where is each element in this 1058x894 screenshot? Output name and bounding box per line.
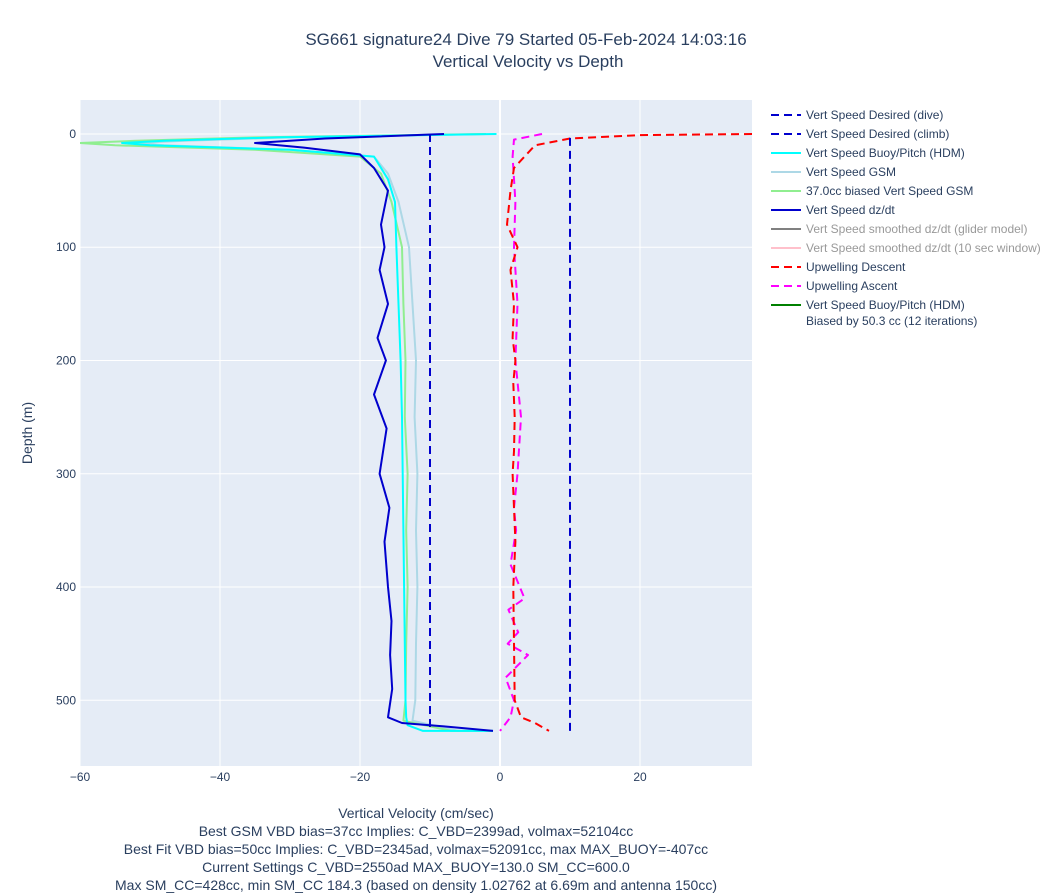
legend-label: Vert Speed Buoy/Pitch (HDM) <box>806 146 965 160</box>
legend-item[interactable]: Vert Speed Desired (dive) <box>771 108 943 122</box>
legend-label: Vert Speed smoothed dz/dt (10 sec window… <box>806 241 1041 255</box>
legend-item[interactable]: Upwelling Ascent <box>771 279 898 293</box>
x-axis-ticks: −60 −40 −20 0 20 <box>70 770 647 784</box>
footer-line-1: Best GSM VBD bias=37cc Implies: C_VBD=23… <box>199 823 634 839</box>
series-line-vert-speed-dz-dt <box>254 133 494 732</box>
chart-title: SG661 signature24 Dive 79 Started 05-Feb… <box>305 30 746 49</box>
x-tick-label: −40 <box>210 770 231 784</box>
y-tick-label: 400 <box>56 580 76 594</box>
legend-label: Vert Speed dz/dt <box>806 203 895 217</box>
legend: Vert Speed Desired (dive) Vert Speed Desi… <box>771 108 1041 328</box>
x-tick-label: 0 <box>497 770 504 784</box>
legend-item[interactable]: Vert Speed Desired (climb) <box>771 127 949 141</box>
x-tick-label: 20 <box>633 770 647 784</box>
x-axis-title: Vertical Velocity (cm/sec) <box>338 805 494 821</box>
legend-label: Vert Speed GSM <box>806 165 896 179</box>
legend-item[interactable]: Vert Speed GSM <box>771 165 896 179</box>
y-tick-label: 500 <box>56 693 76 707</box>
legend-item[interactable]: Vert Speed dz/dt <box>771 203 895 217</box>
legend-label: Vert Speed Desired (climb) <box>806 127 949 141</box>
y-tick-label: 300 <box>56 467 76 481</box>
legend-label: Upwelling Ascent <box>806 279 898 293</box>
series-line-upwelling-descent <box>506 133 752 732</box>
legend-label: 37.0cc biased Vert Speed GSM <box>806 184 973 198</box>
footer-line-4: Max SM_CC=428cc, min SM_CC 184.3 (based … <box>115 877 717 893</box>
footer-line-2: Best Fit VBD bias=50cc Implies: C_VBD=23… <box>124 841 708 857</box>
footer-line-3: Current Settings C_VBD=2550ad MAX_BUOY=1… <box>202 859 630 875</box>
y-tick-label: 100 <box>56 240 76 254</box>
series-line-vert-speed-gsm <box>135 133 493 732</box>
legend-label: Vert Speed Desired (dive) <box>806 108 943 122</box>
y-axis-title: Depth (m) <box>19 402 35 464</box>
legend-item[interactable]: Vert Speed Buoy/Pitch (HDM) Biased by 50.… <box>771 298 977 328</box>
series-line-upwelling-ascent <box>499 133 543 732</box>
y-tick-label: 200 <box>56 354 76 368</box>
legend-item[interactable]: Vert Speed smoothed dz/dt (10 sec window… <box>771 241 1041 255</box>
chart-subtitle: Vertical Velocity vs Depth <box>433 52 624 71</box>
legend-label: Vert Speed smoothed dz/dt (glider model) <box>806 222 1027 236</box>
x-tick-label: −20 <box>350 770 371 784</box>
x-tick-label: −60 <box>70 770 91 784</box>
legend-item[interactable]: Upwelling Descent <box>771 260 906 274</box>
y-axis-ticks: 0 100 200 300 400 500 <box>56 127 76 707</box>
legend-label: Upwelling Descent <box>806 260 906 274</box>
legend-label-line2: Biased by 50.3 cc (12 iterations) <box>806 314 977 328</box>
legend-item[interactable]: Vert Speed smoothed dz/dt (glider model) <box>771 222 1027 236</box>
legend-label: Vert Speed Buoy/Pitch (HDM) <box>806 298 965 312</box>
series-line-vert-speed-buoy-pitch-hdm <box>121 133 497 732</box>
y-tick-label: 0 <box>69 127 76 141</box>
legend-item[interactable]: Vert Speed Buoy/Pitch (HDM) <box>771 146 965 160</box>
series-group <box>80 133 752 732</box>
legend-item[interactable]: 37.0cc biased Vert Speed GSM <box>771 184 973 198</box>
